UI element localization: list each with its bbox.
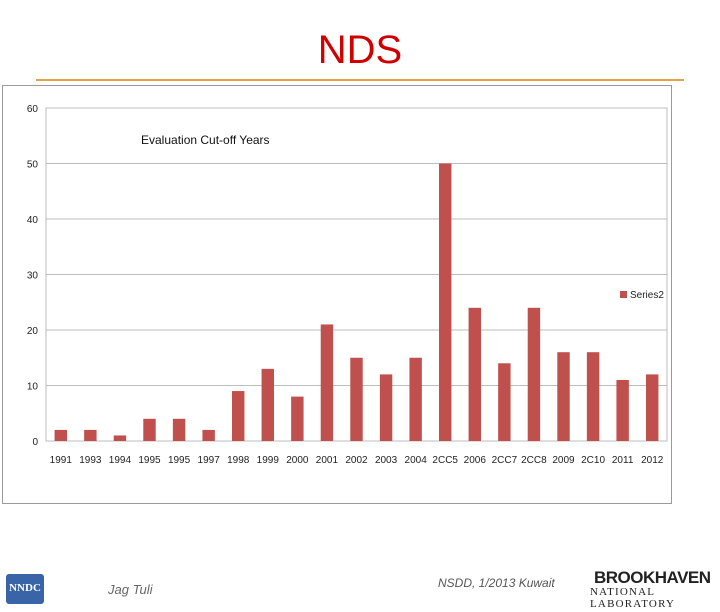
bar [261,368,274,441]
bar [439,163,452,441]
bar [84,429,97,441]
x-tick-label: 2006 [464,455,487,466]
y-tick-label: 0 [32,437,38,448]
nndc-logo-text: NNDC [9,582,41,594]
bar-chart: 0 10 20 30 40 50 60 1991 1993 1994 1995 1995 1997 199… [27,104,668,466]
brookhaven-logo-top: BROOKHAVEN [594,568,711,587]
x-tick-label: 2003 [375,455,398,466]
bar [379,374,393,441]
bar [54,429,67,441]
x-tick-label: 2012 [641,455,664,466]
x-tick-label: 2011 [612,455,634,466]
y-tick-label: 40 [27,215,39,226]
bar [143,418,156,441]
bar [498,363,511,441]
nndc-logo: NNDC [6,574,44,604]
bar [232,391,245,441]
bar [291,396,304,441]
footer-meeting: NSDD, 1/2013 Kuwait [438,576,555,590]
bar [320,324,334,441]
chart-frame: 0 10 20 30 40 50 60 1991 1993 1994 1995 1995 1997 199… [2,85,672,504]
y-tick-label: 60 [27,104,39,115]
x-tick-label: 2CC7 [492,455,518,466]
x-tick-label: 2C10 [581,455,605,466]
x-tick-label: 1998 [227,455,250,466]
legend-label: Series2 [630,290,664,301]
x-tick-label: 1995 [138,455,161,466]
brookhaven-logo-bottom: NATIONAL LABORATORY [590,586,676,610]
bar [409,357,422,441]
y-tick-label: 20 [27,326,39,337]
bar [172,418,186,441]
y-tick-label: 50 [27,160,39,171]
x-tick-label: 1991 [50,455,73,466]
x-tick-label: 2001 [316,455,339,466]
x-tick-label: 1994 [109,455,132,466]
bar [468,307,481,441]
title-divider [36,79,684,81]
x-tick-label: 2002 [345,455,368,466]
x-tick-label: 1993 [79,455,102,466]
bar [527,307,541,441]
bar [557,352,570,441]
x-tick-label: 2000 [286,455,309,466]
footer-author: Jag Tuli [108,582,153,597]
bar [646,374,659,441]
x-tick-label: 2004 [405,455,428,466]
x-tick-label: 1995 [168,455,191,466]
x-tick-label: 2009 [552,455,575,466]
legend-swatch [620,291,627,298]
bar [202,429,215,441]
chart-title: Evaluation Cut-off Years [141,133,270,147]
bar [616,379,629,441]
x-tick-label: 1997 [198,455,221,466]
bar [586,352,600,441]
y-tick-label: 10 [27,382,39,393]
bar [350,357,363,441]
x-tick-label: 1999 [257,455,280,466]
y-tick-label: 30 [27,271,39,282]
brookhaven-logo: BROOKHAVEN NATIONAL LABORATORY [590,566,714,610]
x-tick-label: 2CC8 [521,455,547,466]
slide-title: NDS [317,28,403,72]
bar [113,435,127,441]
x-tick-label: 2CC5 [432,455,458,466]
